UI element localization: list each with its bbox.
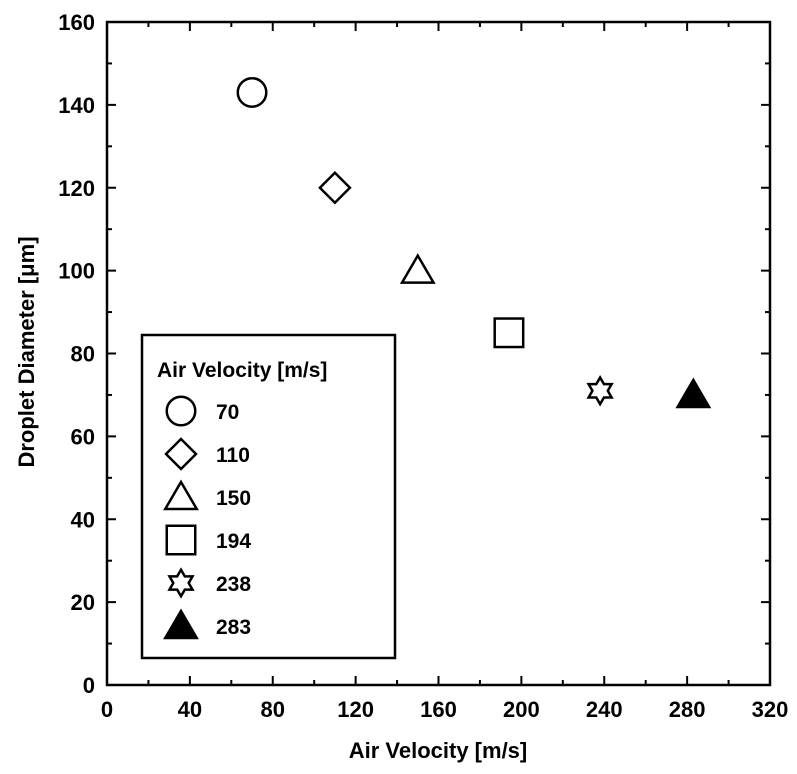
data-point [318, 170, 352, 205]
legend-marker [163, 479, 199, 511]
x-tick-label: 320 [752, 697, 789, 722]
x-tick-label: 120 [337, 697, 374, 722]
legend-label: 238 [216, 573, 251, 596]
legend-label: 194 [216, 530, 251, 553]
data-point [236, 76, 268, 108]
axis-ticks [106, 21, 771, 686]
legend: Air Velocity [m/s] 70 110 150 194 238 283 [140, 333, 397, 660]
data-point [493, 317, 525, 349]
legend-title: Air Velocity [m/s] [157, 359, 327, 382]
legend-marker [163, 608, 199, 640]
legend-marker [165, 524, 197, 556]
legend-label: 70 [216, 401, 239, 424]
y-tick-label: 60 [71, 424, 95, 449]
x-tick-label: 0 [101, 697, 113, 722]
data-point [399, 253, 436, 284]
data-point [586, 374, 614, 407]
tick-labels: 0 40 80 120 160 200 240 280 320 0 20 40 60 80 100 120 14… [58, 10, 788, 722]
y-axis-title: Droplet Diameter [μm] [14, 236, 39, 467]
x-tick-label: 80 [261, 697, 285, 722]
legend-label: 283 [216, 616, 251, 639]
y-tick-label: 140 [58, 93, 95, 118]
x-tick-label: 280 [669, 697, 706, 722]
legend-marker [167, 567, 195, 599]
legend-label: 150 [216, 487, 251, 510]
y-tick-label: 80 [71, 342, 95, 367]
y-tick-label: 40 [71, 507, 95, 532]
x-tick-label: 200 [503, 697, 540, 722]
x-tick-label: 160 [420, 697, 457, 722]
data-point [675, 377, 712, 409]
legend-marker [164, 437, 198, 471]
legend-marker [165, 395, 197, 427]
y-tick-label: 160 [58, 10, 95, 35]
y-tick-label: 20 [71, 590, 95, 615]
x-tick-label: 40 [178, 697, 202, 722]
legend-label: 110 [216, 444, 250, 467]
data-points [236, 76, 712, 409]
y-tick-label: 120 [58, 176, 95, 201]
y-tick-label: 100 [58, 259, 95, 284]
x-tick-label: 240 [586, 697, 623, 722]
y-tick-label: 0 [83, 673, 95, 698]
x-axis-title: Air Velocity [m/s] [349, 738, 528, 763]
